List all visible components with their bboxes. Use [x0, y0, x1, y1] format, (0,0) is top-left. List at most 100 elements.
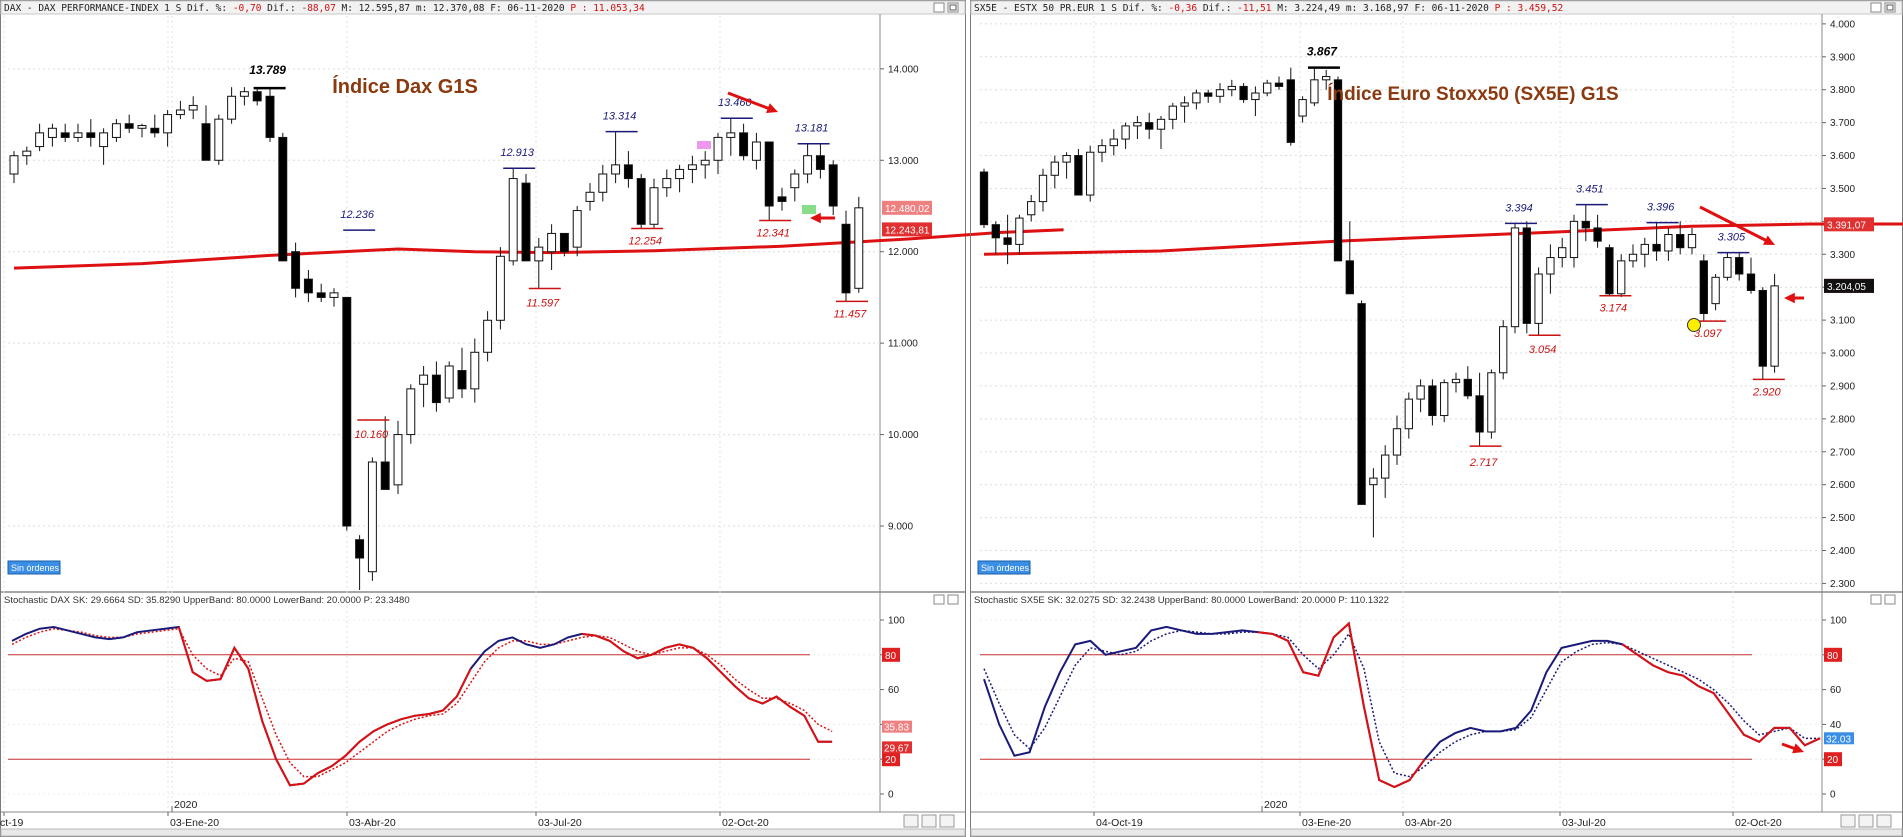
horizontal-scrollbar[interactable] — [0, 828, 966, 837]
y-tick-label: 2.800 — [1830, 414, 1855, 425]
candle-body — [201, 123, 211, 161]
x-tick-label: 04-Oct-19 — [1096, 817, 1143, 829]
band-tag-label: 80 — [885, 651, 897, 662]
candle — [457, 347, 467, 398]
stochastic-pane: Stochastic DAX SK: 29.6664 SD: 35.8290 U… — [4, 594, 959, 801]
scroll-left-button[interactable] — [1840, 814, 1856, 828]
horizontal-scrollbar[interactable] — [970, 828, 1903, 837]
candle — [380, 416, 390, 490]
candle — [1121, 122, 1130, 149]
candle-body — [1404, 398, 1413, 430]
stoch-sk-down-segment — [581, 632, 833, 743]
level-annotations: 3.867 3.451 3.396 3.394 3.305 3.174 3.097 3.054… — [1307, 45, 1785, 469]
candle-body — [1628, 253, 1638, 262]
candle-body — [687, 164, 697, 170]
header-field-7: m: 3.168,97 — [1346, 3, 1415, 14]
candle-body — [777, 196, 787, 202]
candle-body — [1357, 303, 1366, 505]
save-button[interactable] — [1858, 814, 1874, 828]
candle-body — [278, 136, 288, 262]
header-text: DAX - DAX PERFORMANCE-INDEX 1 S Dif. %: … — [4, 3, 645, 14]
candle-body — [1062, 155, 1071, 163]
candle — [86, 119, 96, 147]
save-button[interactable] — [921, 814, 937, 828]
candle-body — [649, 187, 659, 225]
minimize-button[interactable] — [933, 2, 945, 13]
order-badge[interactable] — [7, 560, 61, 575]
maximize-button[interactable] — [1884, 594, 1896, 605]
candle-body — [1687, 234, 1697, 249]
minimize-button[interactable] — [1870, 2, 1882, 13]
header-bar — [970, 0, 1903, 15]
stoch-value-tag — [882, 741, 912, 754]
candle — [777, 187, 787, 211]
candle — [111, 119, 121, 142]
candle-body — [713, 136, 723, 161]
header-field-6: M: 12.595,87 — [342, 3, 416, 14]
level-label: 12.254 — [628, 235, 662, 247]
candle — [1593, 214, 1602, 248]
header-field-0: DAX - DAX PERFORMANCE-INDEX — [4, 3, 164, 14]
stoch-value-label: 35.83 — [884, 723, 909, 734]
minimize-button[interactable] — [1870, 594, 1882, 605]
y-tick-label: 2.600 — [1830, 480, 1855, 491]
zoom-button[interactable] — [1876, 814, 1892, 828]
candle-body — [1770, 285, 1779, 367]
header-field-9: P : 3.459,52 — [1495, 3, 1564, 14]
header-field-5: -88,07 — [301, 3, 341, 14]
candle — [1676, 221, 1685, 255]
minimize-button[interactable] — [933, 594, 945, 605]
candle-body — [163, 114, 173, 134]
candle-body — [1652, 243, 1661, 252]
candle — [585, 183, 595, 211]
candle — [1145, 112, 1154, 140]
candle-body — [137, 125, 147, 129]
level-label: 10.160 — [354, 429, 389, 441]
stochastic-header: Stochastic DAX SK: 29.6664 SD: 35.8290 U… — [4, 595, 410, 606]
highlight-dot — [1687, 318, 1701, 332]
candle — [1003, 214, 1012, 265]
candle-body — [1121, 125, 1130, 140]
candle-body — [1569, 220, 1579, 259]
candle-body — [1227, 85, 1236, 91]
stoch-tick-label: 0 — [888, 790, 894, 801]
maximize-icon — [949, 4, 957, 11]
maximize-button[interactable] — [1884, 2, 1896, 13]
maximize-button[interactable] — [947, 594, 959, 605]
y-tick-label: 10.000 — [888, 430, 919, 441]
stoch-tick-label: 100 — [1830, 616, 1847, 627]
candle — [1204, 89, 1213, 103]
candle-body — [1558, 247, 1567, 259]
order-badge-label: Sin órdenes — [981, 563, 1030, 573]
candle-body — [1145, 122, 1154, 130]
candle — [1640, 237, 1649, 268]
candle-body — [1640, 243, 1649, 255]
candle-body — [1428, 385, 1437, 417]
candle — [662, 169, 672, 197]
stoch-tick-label: 0 — [1830, 790, 1836, 801]
candle-body — [1723, 257, 1732, 278]
candle-body — [367, 461, 377, 573]
candle — [22, 146, 32, 165]
header-field-0: SX5E - ESTX 50 PR.EUR — [974, 3, 1100, 14]
zoom-button[interactable] — [939, 814, 955, 828]
scroll-left-button[interactable] — [903, 814, 919, 828]
candle — [1735, 252, 1744, 281]
level-label: 3.867 — [1307, 45, 1338, 59]
candle — [1605, 244, 1614, 296]
x-tick-label: 03-Jul-20 — [538, 817, 582, 829]
candle — [1770, 274, 1779, 373]
y-axis: 4.0003.9003.8003.7003.6003.5003.4003.300… — [980, 19, 1855, 590]
band-tag — [1824, 752, 1842, 767]
candle — [623, 151, 633, 188]
candle — [1298, 96, 1307, 123]
order-badge[interactable] — [977, 560, 1031, 575]
candle-body — [611, 164, 621, 175]
candle-body — [1746, 273, 1756, 291]
maximize-button[interactable] — [947, 2, 959, 13]
candle — [1015, 214, 1024, 255]
x-tick-label: 02-Oct-20 — [722, 817, 769, 829]
maximize-icon — [1886, 4, 1894, 11]
candle — [137, 123, 147, 138]
